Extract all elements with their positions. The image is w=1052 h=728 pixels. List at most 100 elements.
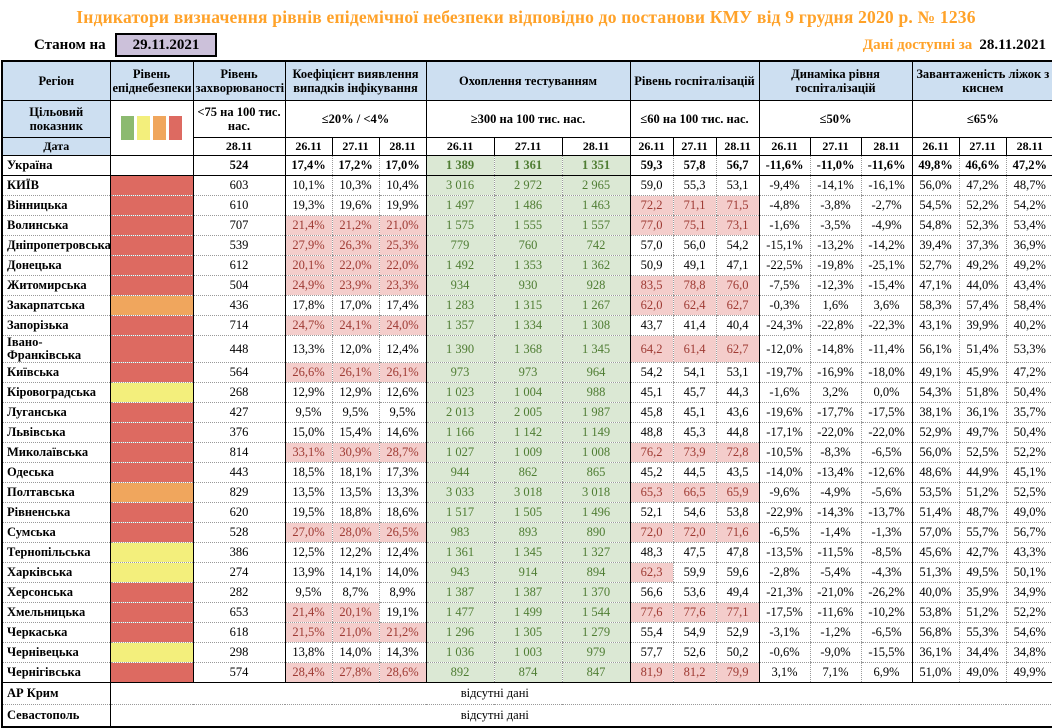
oxygen-cell: 47,2% <box>1005 362 1052 384</box>
testing-cell: 1 505 <box>493 502 563 524</box>
testing-cell: 930 <box>493 275 563 296</box>
hospitalization-cell: 81,2 <box>672 662 717 684</box>
oxygen-cell: 44,0% <box>958 275 1007 296</box>
detection-cell: 21,5% <box>284 622 332 644</box>
detection-cell: 21,4% <box>284 602 332 624</box>
detection-cell: 26,1% <box>331 362 379 384</box>
testing-cell: 1 477 <box>425 602 495 624</box>
risk-level-cell <box>109 522 193 544</box>
hospitalization-cell: 54,9 <box>672 622 717 644</box>
hospitalization-cell: 53,1 <box>715 175 760 196</box>
hospitalization-cell: 59,9 <box>672 562 717 584</box>
dynamics-cell: -11,0% <box>809 155 862 176</box>
date-oxygen-3: 28.11 <box>1005 137 1052 156</box>
dynamics-cell: -3,8% <box>809 195 862 216</box>
dynamics-cell: -0,6% <box>758 642 811 664</box>
hospitalization-cell: 52,6 <box>672 642 717 664</box>
table-row: Сумська 528 27,0% 28,0% 26,5% 983 893 890 72,0 72… <box>2 522 1052 544</box>
hospitalization-cell: 73,1 <box>715 215 760 236</box>
dynamics-cell: -4,3% <box>860 562 913 584</box>
risk-level-cell <box>109 315 193 336</box>
dynamics-cell: -24,3% <box>758 315 811 336</box>
dynamics-cell: -21,3% <box>758 582 811 604</box>
table-row: Харківська 274 13,9% 14,1% 14,0% 943 914 894 62,… <box>2 562 1052 584</box>
testing-cell: 934 <box>425 275 495 296</box>
data-available-label: Дані доступні за <box>862 36 973 53</box>
risk-level-cell <box>109 622 193 644</box>
table-row: Кіровоградська 268 12,9% 12,9% 12,6% 1 023 1 0… <box>2 382 1052 404</box>
risk-legend-cell <box>109 100 194 156</box>
oxygen-cell: 34,4% <box>958 642 1007 664</box>
detection-cell: 23,9% <box>331 275 379 296</box>
oxygen-cell: 36,1% <box>911 642 960 664</box>
testing-cell: 988 <box>561 382 631 404</box>
incidence-cell: 714 <box>192 315 285 336</box>
testing-cell: 2 005 <box>493 402 563 424</box>
hospitalization-cell: 43,7 <box>629 315 674 336</box>
risk-legend-swatch-yellow <box>137 116 150 140</box>
dynamics-cell: -1,3% <box>860 522 913 544</box>
oxygen-cell: 52,3% <box>958 215 1007 236</box>
date-testing-2: 27.11 <box>493 137 563 156</box>
testing-cell: 2 972 <box>493 175 563 196</box>
risk-legend <box>113 116 191 140</box>
hospitalization-cell: 45,1 <box>672 402 717 424</box>
detection-cell: 9,5% <box>284 402 332 424</box>
detection-cell: 8,9% <box>378 582 427 604</box>
dynamics-cell: -12,6% <box>860 462 913 484</box>
dynamics-cell: -1,6% <box>758 215 811 236</box>
testing-cell: 890 <box>561 522 631 544</box>
dynamics-cell: -17,5% <box>758 602 811 624</box>
dynamics-cell: -4,9% <box>860 215 913 236</box>
testing-cell: 1 023 <box>425 382 495 404</box>
testing-cell: 1 345 <box>561 335 631 364</box>
dynamics-cell: 3,2% <box>809 382 862 404</box>
testing-cell: 779 <box>425 235 495 256</box>
dynamics-cell: -3,5% <box>809 215 862 236</box>
oxygen-cell: 50,4% <box>1005 382 1052 404</box>
hospitalization-cell: 53,1 <box>715 362 760 384</box>
testing-cell: 1 575 <box>425 215 495 236</box>
hospitalization-cell: 54,6 <box>672 502 717 524</box>
oxygen-cell: 51,2% <box>958 482 1007 504</box>
oxygen-cell: 52,5% <box>958 442 1007 464</box>
hospitalization-cell: 43,5 <box>715 462 760 484</box>
detection-cell: 13,9% <box>284 562 332 584</box>
testing-cell: 944 <box>425 462 495 484</box>
dynamics-cell: -2,8% <box>758 562 811 584</box>
date-dynamics-2: 27.11 <box>809 137 862 156</box>
detection-cell: 30,9% <box>331 442 379 464</box>
testing-cell: 1 987 <box>561 402 631 424</box>
hospitalization-cell: 62,0 <box>629 295 674 316</box>
dynamics-cell: -13,4% <box>809 462 862 484</box>
risk-level-cell <box>109 275 193 296</box>
table-row: Вінницька 610 19,3% 19,6% 19,9% 1 497 1 486 1 4… <box>2 195 1052 216</box>
testing-cell: 1 357 <box>425 315 495 336</box>
detection-cell: 25,3% <box>378 235 427 256</box>
hospitalization-cell: 56,7 <box>715 155 760 176</box>
risk-level-cell <box>109 195 193 216</box>
hospitalization-cell: 56,0 <box>672 235 717 256</box>
dynamics-cell: -14,3% <box>809 502 862 524</box>
dynamics-cell: 3,6% <box>860 295 913 316</box>
oxygen-cell: 49,1% <box>911 362 960 384</box>
testing-cell: 1 315 <box>493 295 563 316</box>
header-group-hospitalization: Рівень госпіталізацій <box>629 60 760 101</box>
detection-cell: 22,0% <box>331 255 379 276</box>
hospitalization-cell: 61,4 <box>672 335 717 364</box>
detection-cell: 10,3% <box>331 175 379 196</box>
oxygen-cell: 39,9% <box>958 315 1007 336</box>
testing-cell: 874 <box>493 662 563 684</box>
detection-cell: 21,2% <box>331 215 379 236</box>
oxygen-cell: 56,7% <box>1005 522 1052 544</box>
hospitalization-cell: 50,9 <box>629 255 674 276</box>
detection-cell: 20,1% <box>284 255 332 276</box>
region-cell: Черкаська <box>2 622 110 644</box>
table-row-no-data: АР Крим відсутні дані <box>2 682 1052 706</box>
detection-cell: 17,4% <box>378 295 427 316</box>
testing-cell: 979 <box>561 642 631 664</box>
dynamics-cell: -21,0% <box>809 582 862 604</box>
region-cell: Сумська <box>2 522 110 544</box>
oxygen-cell: 54,5% <box>911 195 960 216</box>
oxygen-cell: 49,5% <box>958 562 1007 584</box>
